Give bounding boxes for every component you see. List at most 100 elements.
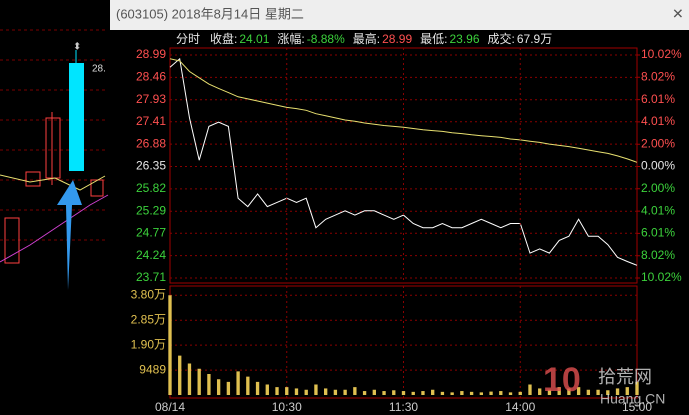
info-label: 成交:: [488, 31, 515, 46]
volume-bar: [275, 387, 279, 395]
volume-bar: [450, 392, 454, 395]
y-tick-label: 28.46: [136, 70, 166, 84]
y-tick-label: 28.99: [136, 47, 166, 61]
y-tick-label: 26.35: [136, 159, 166, 173]
volume-bar: [226, 381, 231, 395]
volume-bar: [460, 391, 464, 395]
volume-bar: [285, 387, 289, 395]
volume-bar: [615, 388, 620, 395]
x-tick-label: 08/14: [155, 400, 185, 414]
x-tick-label: 10:30: [272, 400, 302, 414]
info-value: 28.99: [382, 32, 412, 46]
volume-bar: [168, 295, 172, 395]
watermark: 10 拾荒网 Huang.CN: [543, 361, 665, 407]
y-tick-label: 25.29: [136, 203, 166, 217]
volume-bar: [625, 387, 629, 395]
volume-bar: [178, 355, 182, 395]
volume-bar: [343, 389, 347, 395]
y2-tick-label: 0.00%: [641, 159, 675, 173]
y2-tick-label: 2.00%: [641, 181, 675, 195]
volume-bar: [372, 389, 376, 395]
window-title: (603105) 2018年8月14日 星期二: [116, 6, 304, 21]
x-tick-label: 11:30: [389, 400, 418, 414]
volume-bar: [197, 368, 201, 395]
y-tick-label: 1.90万: [131, 337, 166, 351]
volume-bar: [567, 388, 571, 395]
info-label: 最低:: [420, 32, 447, 46]
y-tick-label: 24.24: [136, 248, 166, 262]
side-label: 28.: [92, 64, 106, 75]
volume-bar: [518, 391, 522, 395]
y2-tick-label: 8.02%: [641, 69, 675, 83]
volume-bar: [362, 391, 367, 395]
volume-bar: [499, 391, 503, 395]
info-bar: 收盘: 24.01 涨幅: -8.88% 最高: 28.99 最低: 23.96 成交: 67.9…: [210, 31, 552, 46]
volume-bar: [246, 376, 250, 395]
volume-bar: [411, 391, 415, 395]
volume-bar: [606, 390, 610, 395]
volume-bar: [440, 391, 445, 395]
volume-bar: [538, 388, 542, 395]
y2-tick-label: 6.01%: [641, 92, 675, 106]
info-value: 23.96: [449, 32, 479, 46]
volume-bar: [314, 384, 318, 395]
volume-bar: [635, 381, 639, 395]
volume-bar: [216, 379, 221, 395]
volume-bar: [304, 389, 308, 395]
info-label: 涨幅:: [277, 31, 304, 46]
volume-bar: [469, 391, 474, 395]
info-mode: 分时: [176, 32, 200, 46]
price-line: [169, 57, 638, 266]
volume-bar: [392, 390, 396, 395]
x-tick-label: 14:00: [505, 400, 535, 414]
marker: ⬍: [73, 42, 81, 53]
volume-bar: [547, 389, 552, 395]
volume-bar: [265, 384, 269, 395]
y-tick-label: 25.82: [136, 181, 166, 195]
y2-tick-label: 6.01%: [641, 226, 675, 240]
watermark-name: 拾荒网: [598, 367, 652, 387]
y-tick-label: 24.77: [136, 225, 166, 239]
side-panel: [0, 29, 108, 241]
side-candles: ⬍ 28.: [0, 42, 109, 290]
info-value: 67.9万: [517, 32, 552, 46]
y2-tick-label: 2.00%: [641, 136, 675, 150]
info-value: -8.88%: [307, 32, 345, 46]
y2-tick-label: 10.02%: [641, 270, 682, 284]
title-bar: [110, 0, 689, 30]
close-button[interactable]: ✕: [672, 6, 684, 22]
volume-bar: [576, 387, 581, 395]
info-label: 最高:: [353, 31, 380, 46]
info-value: 24.01: [239, 32, 269, 46]
plot: 28.99 28.46 27.93 27.41 26.88 26.35 25.82 25.29…: [131, 47, 682, 414]
volume-bar: [489, 391, 493, 395]
volume-bar: [421, 391, 425, 395]
y-tick-label: 9489: [139, 362, 166, 376]
y-tick-label: 2.85万: [131, 312, 166, 326]
watermark-logo: 10: [543, 361, 581, 399]
volume-bar: [236, 371, 240, 395]
volume-bar: [431, 389, 435, 395]
y2-tick-label: 4.01%: [641, 114, 675, 128]
watermark-site: Huang.CN: [600, 391, 665, 407]
volume-bar: [596, 389, 600, 395]
info-label: 收盘:: [210, 31, 237, 46]
price-line: [169, 58, 638, 163]
volume-bar: [508, 392, 513, 395]
x-tick-label: 15:00: [622, 400, 652, 414]
y-tick-label: 26.88: [136, 136, 166, 150]
volume-bar: [294, 388, 299, 395]
y-tick-label: 3.80万: [131, 287, 166, 301]
volume-bar: [586, 389, 591, 395]
volume-bar: [401, 391, 406, 395]
volume-bar: [323, 388, 328, 395]
volume-bar: [528, 384, 532, 395]
volume-bar: [382, 391, 386, 395]
y-tick-label: 27.93: [136, 92, 166, 106]
volume-bar: [479, 392, 484, 395]
y-tick-label: 23.71: [136, 270, 166, 284]
volume-bar: [187, 363, 192, 395]
y2-tick-label: 4.01%: [641, 203, 675, 217]
volume-bar: [207, 374, 211, 395]
y2-tick-label: 8.02%: [641, 248, 675, 262]
